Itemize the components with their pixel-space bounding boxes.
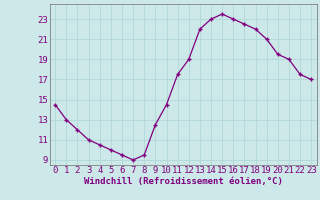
X-axis label: Windchill (Refroidissement éolien,°C): Windchill (Refroidissement éolien,°C) (84, 177, 283, 186)
